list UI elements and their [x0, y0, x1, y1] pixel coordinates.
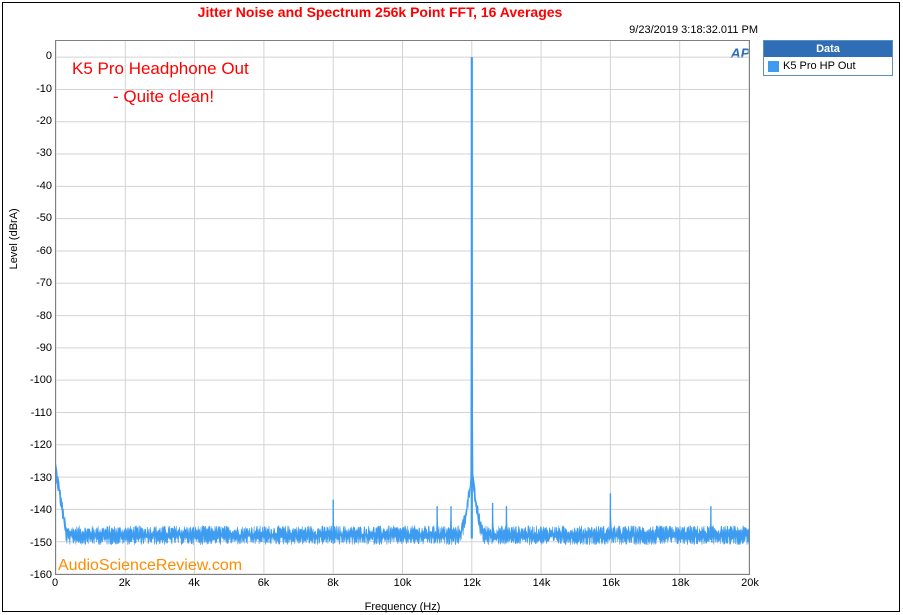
x-tick-label: 18k — [672, 577, 690, 589]
legend-item: K5 Pro HP Out — [764, 57, 892, 75]
y-tick-label: -150 — [22, 537, 52, 549]
x-tick-label: 6k — [258, 577, 270, 589]
watermark: AudioScienceReview.com — [58, 557, 242, 575]
x-tick-label: 12k — [463, 577, 481, 589]
x-tick-label: 20k — [741, 577, 759, 589]
x-tick-label: 16k — [602, 577, 620, 589]
annotation-line-2: - Quite clean! — [113, 87, 214, 107]
legend-box: Data K5 Pro HP Out — [763, 40, 893, 76]
y-tick-label: -160 — [22, 569, 52, 581]
y-tick-label: -70 — [22, 277, 52, 289]
timestamp: 9/23/2019 3:18:32.011 PM — [629, 24, 758, 36]
x-tick-label: 4k — [188, 577, 200, 589]
x-tick-label: 2k — [119, 577, 131, 589]
x-tick-label: 8k — [327, 577, 339, 589]
annotation-line-1: K5 Pro Headphone Out — [72, 59, 249, 79]
legend-header: Data — [764, 41, 892, 57]
y-tick-label: -10 — [22, 83, 52, 95]
y-tick-label: -110 — [22, 407, 52, 419]
y-tick-label: -120 — [22, 439, 52, 451]
y-tick-label: -60 — [22, 245, 52, 257]
y-axis-label: Level (dBrA) — [8, 208, 20, 269]
plot-area — [55, 40, 750, 575]
y-tick-label: -40 — [22, 180, 52, 192]
legend-label: K5 Pro HP Out — [783, 60, 856, 72]
x-tick-label: 10k — [394, 577, 412, 589]
y-tick-label: -90 — [22, 342, 52, 354]
plot-svg — [56, 41, 749, 574]
x-tick-label: 14k — [533, 577, 551, 589]
y-tick-label: -140 — [22, 504, 52, 516]
x-tick-label: 0 — [52, 577, 58, 589]
y-tick-label: 0 — [22, 50, 52, 62]
y-tick-label: -80 — [22, 310, 52, 322]
y-tick-label: -20 — [22, 115, 52, 127]
chart-title: Jitter Noise and Spectrum 256k Point FFT… — [0, 4, 760, 20]
y-tick-label: -50 — [22, 212, 52, 224]
y-tick-label: -100 — [22, 374, 52, 386]
x-axis-label: Frequency (Hz) — [55, 601, 750, 613]
legend-swatch — [768, 61, 779, 72]
y-tick-label: -30 — [22, 147, 52, 159]
y-tick-label: -130 — [22, 472, 52, 484]
